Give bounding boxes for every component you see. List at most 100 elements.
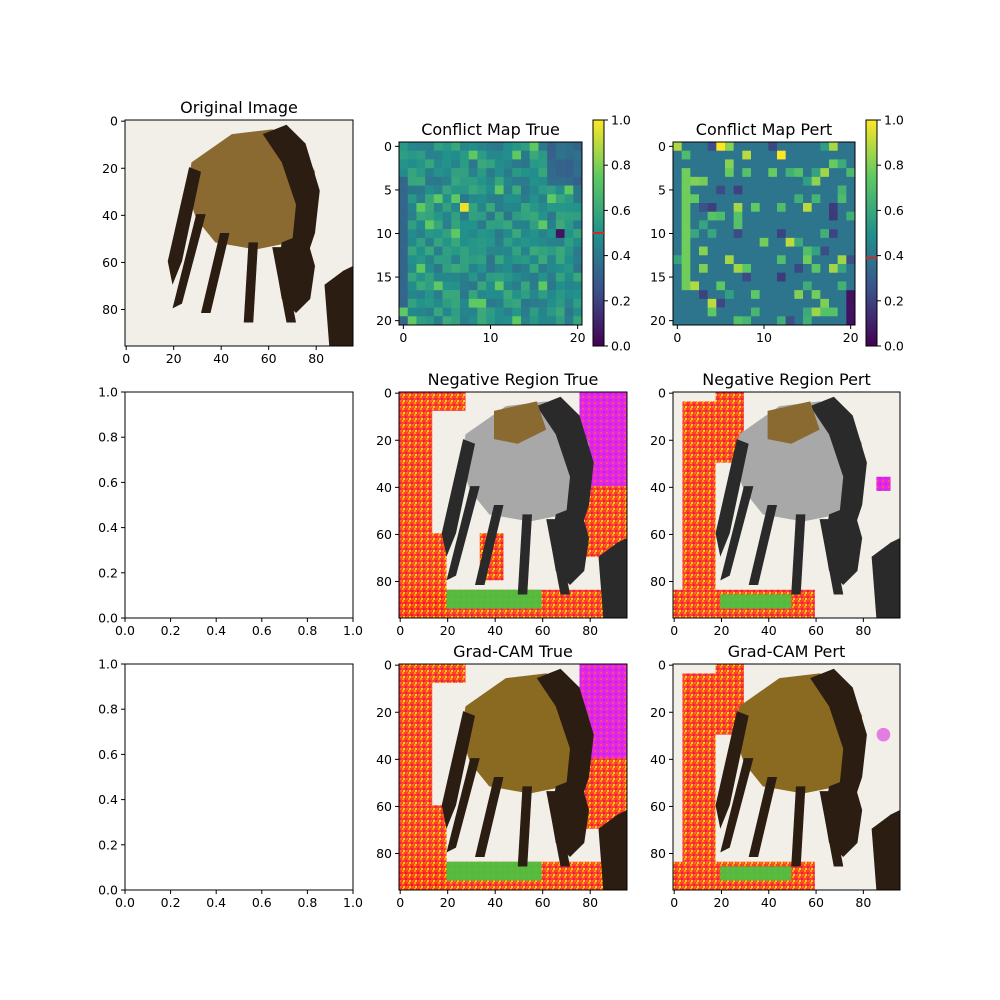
heatmap-cell [555,246,565,256]
heatmap-cell [794,150,804,160]
heatmap-cell [707,220,717,230]
overlay-region-green [720,594,792,609]
heatmap-cell [768,194,778,204]
heatmap-cell [451,142,461,152]
heatmap-cell [460,246,470,256]
heatmap-cell [521,142,531,152]
overlay-region-left [399,392,433,534]
heatmap-cell [699,281,708,291]
heatmap-cell [837,185,847,195]
heatmap-cell [777,203,786,213]
heatmap-cell [829,142,838,152]
x-tick-label: 20 [440,895,456,910]
horse-tail [715,711,749,829]
heatmap-cell [460,298,470,308]
y-tick-label: 0.8 [98,430,118,445]
axes-frame [398,391,628,619]
heatmap-cell [777,150,786,160]
heatmap-cell [486,168,496,178]
overlay-region-left [682,673,716,862]
heatmap-cell [742,298,752,308]
heatmap-cell [673,272,682,282]
heatmap-cell [837,211,847,221]
heatmap-cell [829,264,838,274]
heatmap-cell [751,264,760,274]
heatmap-cell [733,159,743,169]
heatmap-cell [573,203,583,213]
x-tick-label: 20 [166,351,182,366]
heatmap-cell [399,298,409,308]
subplot-4: 0.0 0.2 0.4 0.6 0.8 1.0 0.0 0.2 0.4 0.6 0.8 1.0 [98,385,363,639]
heatmap-cell [460,316,470,326]
heatmap-cell [425,264,435,274]
heatmap-cell [407,298,417,308]
heatmap-cell [716,211,726,221]
heatmap-cell [494,211,504,221]
x-tick-label: 0.6 [252,623,272,638]
heatmap-cell [451,307,461,317]
heatmap-cell [555,159,565,169]
heatmap-cell [811,194,821,204]
heatmap-cell [751,246,760,256]
heatmap-cell [777,168,786,178]
heatmap-cell [681,298,691,308]
heatmap-cell [673,229,682,239]
heatmap-cell [521,237,531,247]
heatmap-cell [468,150,478,160]
heatmap-cell [707,159,717,169]
heatmap-cell [820,290,830,300]
heatmap-cell [707,298,717,308]
heatmap-cell [573,298,583,308]
heatmap-cell [416,229,426,239]
heatmap-cell [573,220,583,230]
heatmap-cell [811,142,821,152]
heatmap-cell [468,298,478,308]
heatmap-cell [486,255,496,265]
heatmap-cell [673,211,682,221]
heatmap-cell [521,211,531,221]
heatmap-cell [564,194,574,204]
heatmap-cell [486,142,496,152]
heatmap-cell [751,237,760,247]
heatmap-cell [820,150,830,160]
heatmap-cell [468,307,478,317]
heatmap-cell [477,272,487,282]
heatmap-cell [673,316,682,326]
heatmap-cell [425,150,435,160]
heatmap-cell [425,194,435,204]
heatmap-cell [425,281,435,291]
heatmap-cell [811,246,821,256]
heatmap-cell [794,255,804,265]
heatmap-cell [442,159,452,169]
heatmap-cell [699,298,708,308]
y-tick-label: 0.2 [98,565,118,580]
heatmap-cell [555,281,565,291]
heatmap-cell [521,168,531,178]
heatmap-cell [751,159,760,169]
heatmap-cell [460,255,470,265]
heatmap-cell [503,203,513,213]
heatmap-cell [407,281,417,291]
heatmap-cell [512,272,522,282]
horse-leg [446,486,480,581]
heatmap-cell [416,211,426,221]
heatmap-cell [547,307,557,317]
x-tick-label: 0.4 [206,895,226,910]
heatmap-cell [460,272,470,282]
heatmap-cell [503,159,513,169]
heatmap-cell [785,185,795,195]
x-tick-label: 0 [396,895,404,910]
heatmap-cell [564,246,574,256]
y-tick-label: 20 [376,313,392,328]
heatmap-cell [547,255,557,265]
heatmap-cell [725,176,734,186]
heatmap-cell [785,264,795,274]
heatmap-cell [673,246,682,256]
heatmap-cell [759,220,769,230]
horse-color-patch [767,401,820,444]
heatmap-cell [486,264,496,274]
y-tick-label: 60 [102,255,118,270]
heatmap-cell [555,142,565,152]
heatmap-cell [820,203,830,213]
heatmap-cell [477,246,487,256]
